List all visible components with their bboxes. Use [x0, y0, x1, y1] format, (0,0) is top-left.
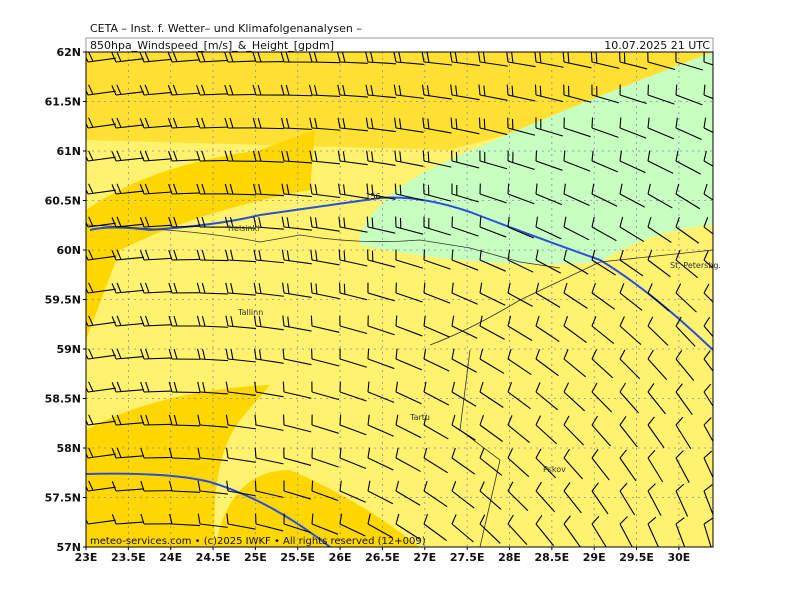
- city-label: Tartu: [409, 413, 430, 422]
- lon-tick-label: 25E: [244, 551, 267, 564]
- wind-barb: [255, 481, 256, 491]
- wind-barb: [144, 457, 172, 458]
- lon-tick-label: 27.5E: [450, 551, 485, 564]
- wind-barb: [508, 184, 509, 194]
- wind-barb: [311, 316, 312, 326]
- lat-tick-label: 57.5N: [45, 492, 81, 505]
- lon-tick-label: 30E: [667, 551, 690, 564]
- wind-barb: [144, 424, 172, 425]
- wind-barb: [395, 184, 396, 194]
- header-title: CETA – Inst. f. Wetter– und Klimafolgena…: [90, 22, 362, 35]
- wind-barb: [535, 85, 536, 95]
- city-label: Pskov: [543, 465, 566, 474]
- wind-barb: [284, 95, 312, 96]
- lat-tick-label: 58.5N: [45, 393, 81, 406]
- wind-barb: [312, 481, 313, 491]
- lon-tick-label: 28.5E: [535, 551, 570, 564]
- wind-barb: [340, 415, 341, 425]
- wind-barb: [228, 94, 256, 95]
- wind-barb: [200, 260, 228, 261]
- wind-barb: [484, 119, 485, 129]
- lat-tick-label: 60N: [56, 244, 81, 257]
- wind-barb: [228, 194, 256, 195]
- wind-barb: [172, 392, 200, 393]
- wind-barb: [676, 85, 677, 95]
- city-label: Tallinn: [237, 308, 263, 317]
- wind-barb: [400, 185, 401, 195]
- lon-tick-label: 24E: [159, 551, 182, 564]
- lon-tick-label: 28E: [498, 551, 521, 564]
- wind-barb: [596, 53, 597, 63]
- wind-barb: [172, 259, 200, 260]
- lon-tick-label: 25.5E: [280, 551, 315, 564]
- lat-tick-label: 62N: [56, 46, 81, 59]
- lat-tick-label: 61N: [56, 145, 81, 158]
- wind-barb: [312, 62, 340, 63]
- header-subtitle: 850hpa_Windspeed_[m/s]_&_Height_[gpdm]: [90, 39, 334, 52]
- wind-barb: [592, 118, 593, 128]
- wind-barb: [372, 218, 373, 228]
- wind-barb: [368, 349, 369, 359]
- wind-barb: [428, 152, 429, 162]
- wind-barb: [283, 382, 284, 392]
- wind-barb: [540, 86, 541, 96]
- city-label: Helsinki: [228, 224, 259, 233]
- lat-tick-label: 58N: [56, 442, 81, 455]
- lon-tick-label: 29.5E: [619, 551, 654, 564]
- credit: meteo-services.com • (c)2025 IWKF • All …: [90, 536, 426, 547]
- lat-tick-label: 60.5N: [45, 195, 81, 208]
- lat-tick-label: 61.5N: [45, 96, 81, 109]
- header-date: 10.07.2025 21 UTC: [604, 39, 710, 52]
- wind-barb: [479, 118, 480, 128]
- lon-tick-label: 29E: [583, 551, 606, 564]
- lon-tick-label: 26E: [329, 551, 352, 564]
- lat-tick-label: 59.5N: [45, 294, 81, 307]
- lon-tick-label: 23.5E: [111, 551, 146, 564]
- lon-tick-label: 24.5E: [196, 551, 231, 564]
- wind-barb: [367, 217, 368, 227]
- wind-barb: [256, 128, 284, 129]
- map-area: [84, 52, 731, 551]
- wind-barb: [200, 160, 228, 161]
- contour-label: 156: [365, 192, 380, 201]
- wind-barb: [591, 52, 592, 62]
- wind-barb: [423, 151, 424, 161]
- lon-tick-label: 26.5E: [365, 551, 400, 564]
- wind-barb: [396, 316, 397, 326]
- lat-tick-label: 59N: [56, 343, 81, 356]
- lon-tick-label: 27E: [413, 551, 436, 564]
- lon-tick-label: 23E: [75, 551, 98, 564]
